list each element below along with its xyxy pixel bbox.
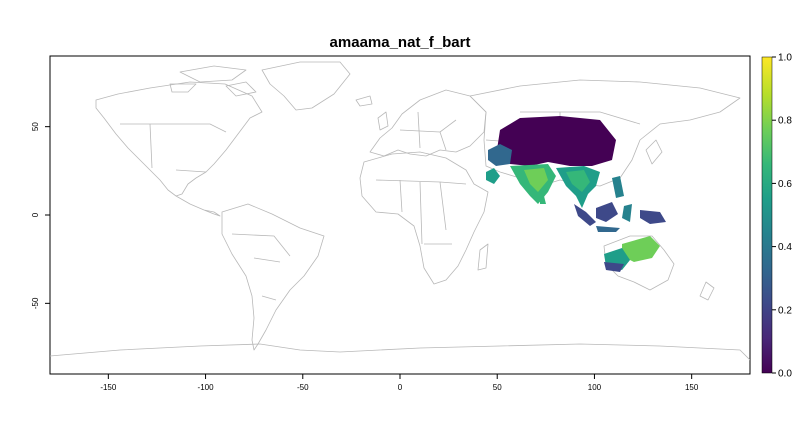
raster-new-guinea	[640, 210, 666, 224]
africa-outline	[359, 151, 489, 285]
colorbar-tick-label: 0.4	[778, 242, 792, 253]
new-zealand-outline	[699, 281, 715, 301]
prediction-raster	[486, 116, 666, 272]
greenland-outline	[261, 61, 351, 111]
y-axis: -50 0 50	[31, 119, 51, 309]
raster-sri-lanka	[540, 196, 546, 204]
raster-central-asia	[496, 116, 616, 166]
australia-outline	[603, 235, 675, 291]
japan-outline	[645, 139, 663, 165]
north-america-outline	[95, 81, 263, 197]
raster-philippines	[612, 176, 624, 198]
map-content	[50, 61, 750, 361]
colorbar-tick-label: 0.6	[778, 179, 792, 190]
madagascar-outline	[477, 243, 489, 271]
x-tick-label: 0	[398, 383, 403, 392]
raster-west-fringe	[488, 144, 512, 166]
x-tick-label: 100	[588, 383, 602, 392]
raster-borneo	[596, 202, 618, 222]
raster-java	[596, 226, 620, 232]
antarctica-outline	[50, 343, 750, 361]
x-tick-label: 50	[493, 383, 502, 392]
europe-inner-borders	[399, 111, 457, 151]
colorbar-tick-label: 0.8	[778, 116, 792, 127]
africa-inner-borders	[375, 179, 467, 245]
raster-sumatra	[574, 204, 596, 226]
x-tick-label: -100	[198, 383, 215, 392]
arctic-islands-outline	[169, 65, 257, 97]
x-axis: -150 -100 -50 0 50 100 150	[100, 373, 699, 392]
central-america-outline	[175, 195, 221, 217]
raster-australia-east	[622, 236, 660, 262]
y-tick-label: 50	[31, 122, 40, 131]
uk-iceland-outline	[355, 95, 389, 131]
y-tick-label: 0	[31, 212, 40, 217]
x-tick-label: -50	[297, 383, 309, 392]
raster-se-asia-core	[566, 170, 590, 192]
raster-australia-south	[604, 262, 624, 272]
colorbar-gradient	[761, 56, 773, 374]
north-america-inner-borders	[120, 123, 227, 173]
colorbar-tick-label: 1.0	[778, 53, 792, 64]
map-title: amaama_nat_f_bart	[330, 34, 471, 51]
raster-sulawesi	[622, 204, 632, 222]
south-america-inner-borders	[231, 233, 291, 301]
colorbar: 0.0 0.2 0.4 0.6 0.8 1.0	[761, 53, 792, 380]
raster-arabia	[486, 168, 500, 184]
x-tick-label: -150	[100, 383, 117, 392]
south-america-outline	[221, 203, 325, 351]
colorbar-tick-label: 0.0	[778, 369, 792, 380]
x-tick-label: 150	[685, 383, 699, 392]
y-tick-label: -50	[31, 297, 40, 309]
colorbar-tick-label: 0.2	[778, 305, 792, 316]
country-borders	[50, 61, 750, 361]
raster-india-core	[524, 168, 548, 192]
